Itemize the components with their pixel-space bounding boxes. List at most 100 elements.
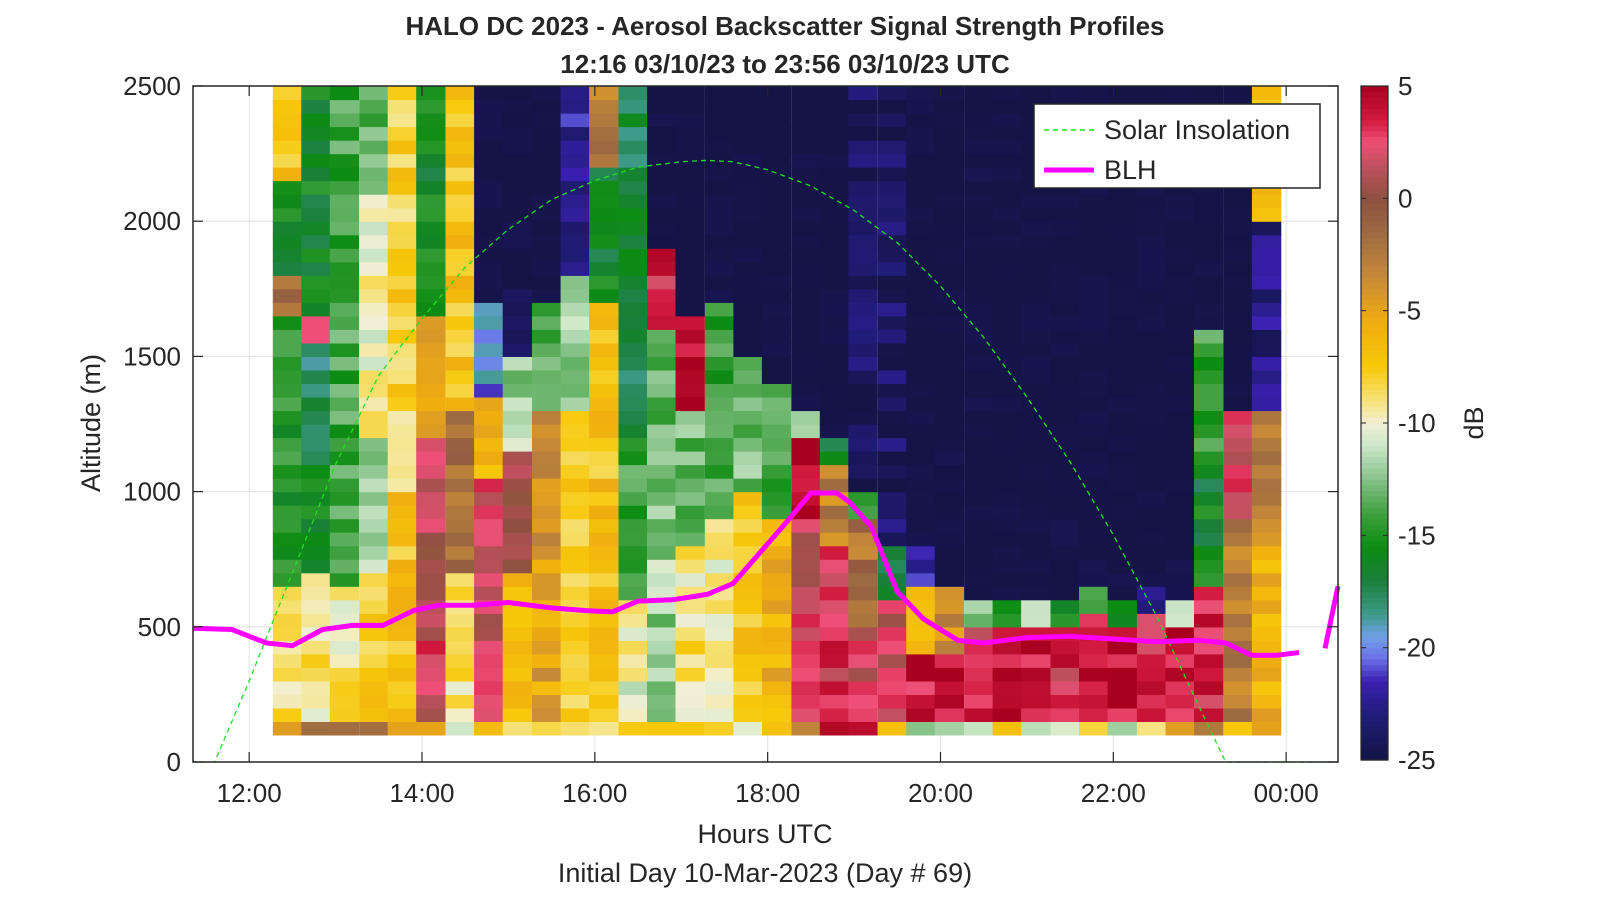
heatmap-cell: [647, 126, 677, 141]
colorbar-segment: [1361, 130, 1388, 138]
heatmap-cell: [675, 599, 705, 614]
heatmap-cell: [1107, 451, 1137, 466]
heatmap-cell: [474, 410, 504, 425]
heatmap-cell: [589, 86, 619, 101]
heatmap-cell: [877, 261, 908, 276]
heatmap-cell: [1136, 397, 1167, 412]
heatmap-cell: [532, 707, 562, 722]
colorbar-segment: [1361, 232, 1388, 239]
heatmap-cell: [934, 559, 965, 574]
heatmap-cell: [992, 572, 1022, 587]
heatmap-cell: [704, 613, 735, 628]
heatmap-cell: [791, 707, 821, 722]
heatmap-cell: [1136, 342, 1167, 357]
heatmap-cell: [964, 653, 994, 668]
heatmap-cell: [445, 234, 475, 249]
heatmap-cell: [1107, 613, 1137, 628]
heatmap-cell: [1107, 86, 1137, 101]
heatmap-cell: [387, 505, 418, 520]
heatmap-cell: [359, 99, 389, 114]
heatmap-cell: [733, 207, 763, 222]
heatmap-cell: [272, 329, 303, 344]
heatmap-cell: [819, 613, 850, 628]
heatmap-cell: [1251, 302, 1282, 317]
heatmap-cell: [560, 248, 590, 263]
heatmap-cell: [359, 599, 389, 614]
heatmap-cell: [964, 680, 994, 695]
heatmap-cell: [1107, 315, 1137, 330]
heatmap-cell: [848, 126, 878, 141]
heatmap-cell: [791, 545, 821, 560]
heatmap-cell: [647, 99, 677, 114]
colorbar-segment: [1361, 305, 1388, 312]
heatmap-cell: [445, 626, 475, 641]
heatmap-cell: [761, 248, 792, 263]
heatmap-cell: [502, 505, 533, 520]
heatmap-cell: [906, 153, 936, 168]
heatmap-cell: [1223, 532, 1253, 547]
heatmap-cell: [1079, 342, 1109, 357]
heatmap-cell: [329, 545, 360, 560]
heatmap-cell: [1194, 275, 1224, 290]
heatmap-cell: [1194, 626, 1224, 641]
heatmap-cell: [301, 275, 331, 290]
heatmap-cell: [675, 532, 705, 547]
heatmap-cell: [848, 424, 878, 439]
heatmap-cell: [560, 640, 590, 655]
heatmap-cell: [906, 342, 936, 357]
heatmap-cell: [761, 653, 792, 668]
heatmap-cell: [1251, 342, 1282, 357]
heatmap-cell: [733, 694, 763, 709]
heatmap-cell: [502, 248, 533, 263]
heatmap-cell: [733, 397, 763, 412]
heatmap-cell: [1107, 586, 1137, 601]
heatmap-cell: [934, 599, 965, 614]
heatmap-cell: [301, 126, 331, 141]
heatmap-cell: [675, 383, 705, 398]
heatmap-cell: [761, 694, 792, 709]
heatmap-cell: [474, 613, 504, 628]
heatmap-cell: [761, 342, 792, 357]
heatmap-cell: [589, 126, 619, 141]
heatmap-cell: [1021, 667, 1051, 682]
heatmap-cell: [532, 694, 562, 709]
heatmap-cell: [272, 694, 303, 709]
heatmap-cell: [647, 86, 677, 101]
heatmap-cell: [1223, 383, 1253, 398]
heatmap-cell: [1079, 410, 1109, 425]
heatmap-cell: [1223, 613, 1253, 628]
heatmap-cell: [1136, 680, 1167, 695]
heatmap-cell: [1194, 464, 1224, 479]
heatmap-cell: [992, 261, 1022, 276]
heatmap-cell: [560, 410, 590, 425]
heatmap-cell: [589, 194, 619, 209]
heatmap-cell: [502, 261, 533, 276]
heatmap-cell: [416, 86, 446, 101]
heatmap-cell: [934, 207, 965, 222]
heatmap-cell: [502, 451, 533, 466]
heatmap-cell: [1107, 545, 1137, 560]
heatmap-cell: [1021, 653, 1051, 668]
heatmap-cell: [1050, 261, 1080, 276]
heatmap-cell: [733, 383, 763, 398]
heatmap-cell: [560, 356, 590, 371]
heatmap-cell: [359, 518, 389, 533]
heatmap-cell: [589, 464, 619, 479]
heatmap-cell: [934, 356, 965, 371]
heatmap-cell: [877, 207, 908, 222]
heatmap-cell: [301, 694, 331, 709]
heatmap-cell: [1194, 383, 1224, 398]
heatmap-cell: [934, 221, 965, 236]
heatmap-cell: [359, 694, 389, 709]
heatmap-cell: [416, 369, 446, 384]
heatmap-cell: [1223, 342, 1253, 357]
heatmap-cell: [1251, 707, 1282, 722]
heatmap-cell: [704, 302, 735, 317]
heatmap-cell: [416, 356, 446, 371]
heatmap-cell: [791, 153, 821, 168]
heatmap-cell: [1194, 437, 1224, 452]
colorbar-segment: [1361, 423, 1388, 430]
heatmap-cell: [647, 140, 677, 155]
heatmap-cell: [819, 437, 850, 452]
heatmap-cell: [647, 532, 677, 547]
